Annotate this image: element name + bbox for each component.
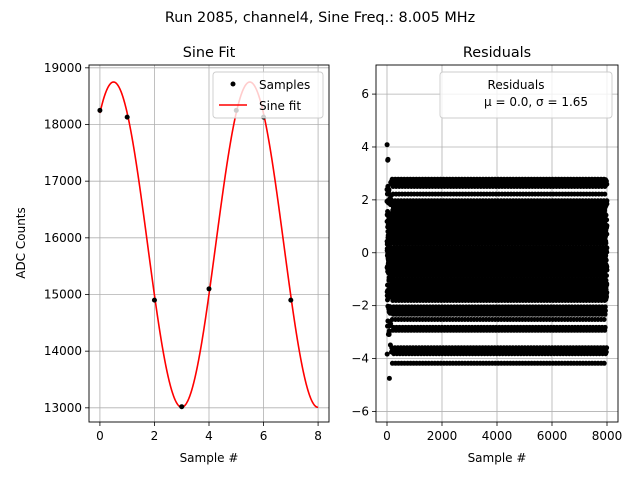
sine-fit-y-tick-label: 19000 bbox=[44, 61, 82, 75]
sample-point bbox=[151, 297, 157, 303]
sine-fit-x-tick-label: 4 bbox=[205, 429, 213, 443]
legend-samples-label: Samples bbox=[259, 78, 310, 92]
residual-point bbox=[384, 351, 390, 357]
figure-title: Run 2085, channel4, Sine Freq.: 8.005 MH… bbox=[165, 10, 475, 26]
sine-fit-x-tick-label: 0 bbox=[96, 429, 104, 443]
sine-fit-x-label: Sample # bbox=[180, 451, 239, 465]
sample-point bbox=[206, 286, 212, 292]
legend-samples-marker bbox=[230, 81, 236, 87]
sample-point bbox=[124, 114, 130, 120]
sine-fit-y-ticks: 13000 14000 15000 16000 17000 18000 19000 bbox=[44, 61, 89, 415]
residual-point bbox=[386, 375, 392, 381]
residual-point bbox=[388, 321, 394, 327]
sine-fit-y-tick-label: 16000 bbox=[44, 231, 82, 245]
sine-fit-panel: Sine Fit 0 2 4 6 8 13000 14000 15000 16000 17000… bbox=[14, 45, 330, 465]
residual-point bbox=[384, 142, 390, 148]
sine-fit-legend-box bbox=[212, 71, 324, 119]
sine-fit-y-tick-label: 15000 bbox=[44, 288, 82, 302]
residual-point bbox=[385, 156, 391, 162]
sample-point bbox=[97, 107, 103, 113]
sine-fit-y-tick-label: 14000 bbox=[44, 344, 82, 358]
sine-fit-y-tick-label: 18000 bbox=[44, 118, 82, 132]
sample-point bbox=[288, 297, 294, 303]
sine-fit-legend: Samples Sine fit bbox=[212, 71, 324, 119]
residuals-title: Residuals bbox=[463, 45, 531, 61]
residual-point bbox=[386, 187, 392, 193]
legend-sine-fit-label: Sine fit bbox=[259, 99, 301, 113]
sine-fit-line bbox=[99, 81, 319, 409]
residual-points bbox=[384, 142, 610, 381]
sine-fit-grid bbox=[89, 65, 329, 422]
residual-point bbox=[386, 332, 392, 337]
sine-fit-x-tick-label: 6 bbox=[260, 429, 268, 443]
sine-fit-y-label: ADC Counts bbox=[14, 207, 28, 279]
sine-fit-x-ticks: 0 2 4 6 8 bbox=[96, 422, 322, 443]
sine-fit-title: Sine Fit bbox=[183, 45, 236, 61]
sine-fit-x-tick-label: 8 bbox=[314, 429, 322, 443]
sample-point bbox=[179, 404, 185, 410]
residual-point bbox=[387, 304, 393, 310]
sine-fit-x-tick-label: 2 bbox=[151, 429, 159, 443]
sine-fit-y-tick-label: 17000 bbox=[44, 174, 82, 188]
residual-point bbox=[386, 328, 392, 334]
sine-fit-y-tick-label: 13000 bbox=[44, 401, 82, 415]
